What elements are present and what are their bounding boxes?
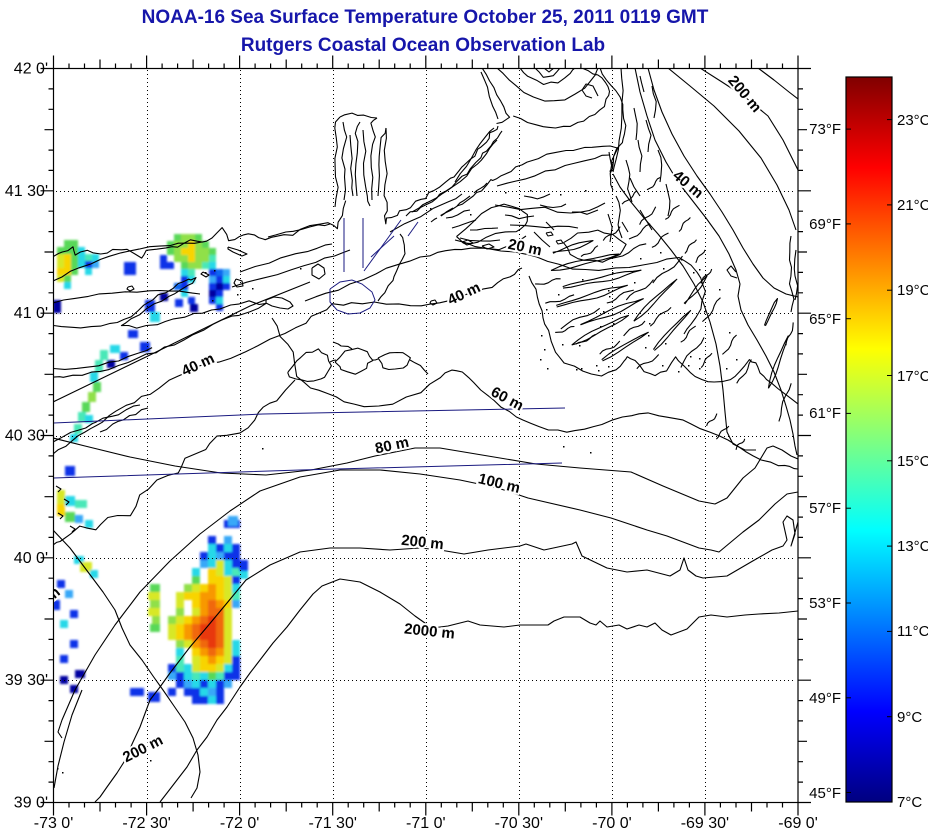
svg-text:7°C: 7°C (897, 794, 922, 811)
svg-text:-71 0': -71 0' (406, 815, 446, 832)
svg-text:-72 0': -72 0' (220, 815, 260, 832)
svg-text:-71 30': -71 30' (308, 815, 356, 832)
svg-text:11°C: 11°C (897, 623, 928, 640)
svg-text:61°F: 61°F (809, 405, 841, 422)
svg-text:42 0': 42 0' (14, 61, 48, 78)
svg-text:73°F: 73°F (809, 121, 841, 138)
svg-text:40 0': 40 0' (14, 550, 48, 567)
svg-text:23°C: 23°C (897, 112, 928, 129)
svg-text:13°C: 13°C (897, 538, 928, 555)
svg-text:-69 30': -69 30' (681, 815, 729, 832)
svg-text:9°C: 9°C (897, 709, 922, 726)
svg-text:53°F: 53°F (809, 595, 841, 612)
svg-text:65°F: 65°F (809, 311, 841, 328)
svg-text:-72 30': -72 30' (122, 815, 170, 832)
svg-text:15°C: 15°C (897, 453, 928, 470)
svg-text:45°F: 45°F (809, 785, 841, 802)
svg-text:57°F: 57°F (809, 500, 841, 517)
svg-text:41 0': 41 0' (14, 305, 48, 322)
svg-text:40 30': 40 30' (5, 428, 48, 445)
svg-text:17°C: 17°C (897, 368, 928, 385)
svg-text:21°C: 21°C (897, 197, 928, 214)
svg-text:-73 0': -73 0' (34, 815, 74, 832)
svg-text:41 30': 41 30' (5, 183, 48, 200)
svg-text:19°C: 19°C (897, 282, 928, 299)
svg-text:39 0': 39 0' (14, 795, 48, 812)
svg-text:-70 30': -70 30' (495, 815, 543, 832)
svg-text:39 30': 39 30' (5, 672, 48, 689)
svg-text:69°F: 69°F (809, 216, 841, 233)
svg-text:49°F: 49°F (809, 690, 841, 707)
svg-text:NOAA-16 Sea Surface Temperatur: NOAA-16 Sea Surface Temperature October … (142, 7, 709, 28)
svg-text:Rutgers Coastal Ocean Observat: Rutgers Coastal Ocean Observation Lab (241, 35, 605, 56)
svg-text:-69 0': -69 0' (778, 815, 818, 832)
svg-text:-70 0': -70 0' (592, 815, 632, 832)
